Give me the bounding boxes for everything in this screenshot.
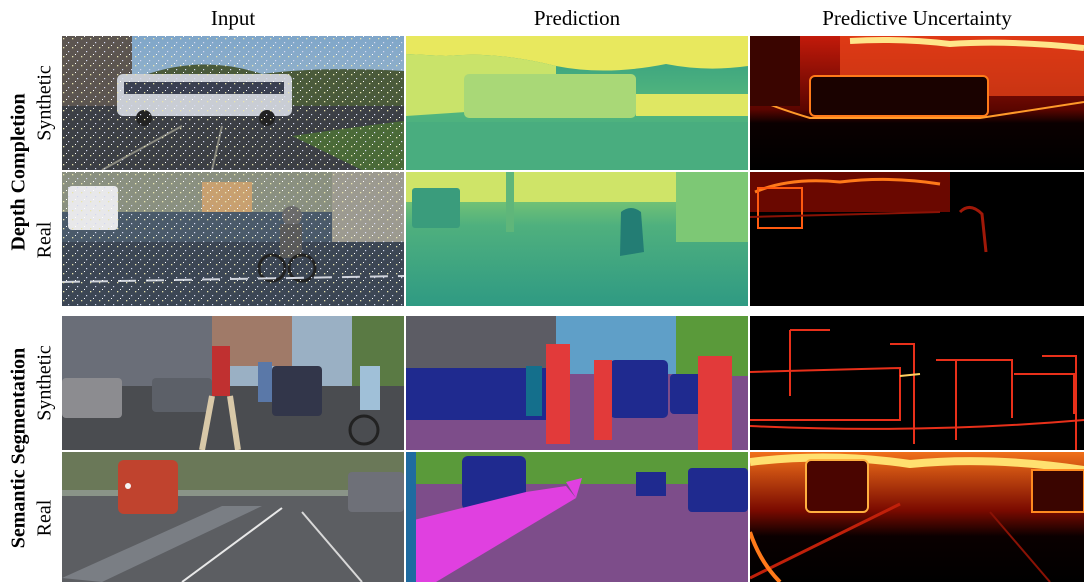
row-label-depth-real: Real (33, 221, 56, 259)
panel-seg-synthetic-prediction (406, 316, 748, 450)
column-header-prediction: Prediction (533, 6, 621, 30)
group-label-depth-completion: Depth Completion (7, 93, 30, 251)
panel-seg-synthetic-uncertainty (750, 316, 1084, 450)
panel-seg-real-uncertainty (750, 452, 1084, 582)
panel-depth-synthetic-uncertainty (750, 36, 1084, 170)
column-header-input: Input (210, 6, 256, 30)
panel-depth-real-uncertainty (750, 172, 1084, 306)
panel-seg-real-prediction (406, 452, 748, 582)
panel-seg-real-input (62, 452, 404, 582)
row-label-seg-synthetic: Synthetic (33, 345, 56, 421)
panel-seg-synthetic-input (62, 316, 404, 450)
row-label-depth-synthetic: Synthetic (33, 65, 56, 141)
row-label-seg-real: Real (33, 499, 56, 537)
panel-depth-real-prediction (406, 172, 748, 306)
panel-depth-real-input (62, 172, 404, 306)
panel-depth-synthetic-prediction (406, 36, 748, 170)
group-label-semantic-segmentation: Semantic Segmentation (7, 347, 30, 549)
column-header-uncertainty: Predictive Uncertainty (822, 6, 1012, 30)
panel-depth-synthetic-input (62, 36, 404, 170)
